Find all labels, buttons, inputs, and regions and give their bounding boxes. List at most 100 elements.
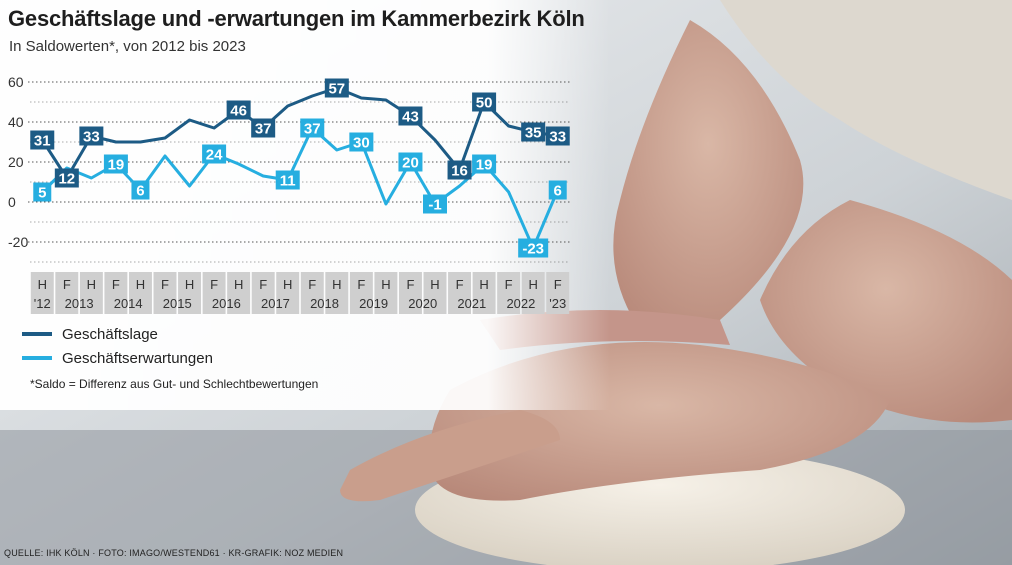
data-label: 11 xyxy=(275,170,300,190)
data-label-text: 12 xyxy=(58,171,75,188)
x-axis-cell xyxy=(202,272,226,314)
data-label-text: 43 xyxy=(402,109,419,126)
y-tick-label: -20 xyxy=(8,234,28,250)
x-tick-year-label: 2020 xyxy=(408,296,437,311)
x-tick-year-label: 2021 xyxy=(457,296,486,311)
legend-label-geschaeftserwartungen: Geschäftserwartungen xyxy=(62,349,213,367)
x-axis-cell xyxy=(153,272,177,314)
y-tick-label: 60 xyxy=(8,74,24,90)
x-axis-cell xyxy=(300,272,324,314)
data-label-text: 20 xyxy=(402,155,419,172)
data-label-box xyxy=(103,154,128,174)
x-tick-half-label: F xyxy=(210,277,218,292)
data-label-text: 37 xyxy=(304,121,321,138)
data-label: 33 xyxy=(545,126,570,146)
x-tick-half-label: H xyxy=(332,277,341,292)
x-axis-cell xyxy=(178,272,202,314)
data-label: 20 xyxy=(398,152,423,172)
x-tick-half-label: F xyxy=(308,277,316,292)
data-label-box xyxy=(30,130,55,150)
data-label: 19 xyxy=(103,154,128,174)
data-label-text: 5 xyxy=(38,185,46,202)
data-label-text: 31 xyxy=(34,133,51,150)
legend-swatch-geschaeftserwartungen xyxy=(22,356,52,360)
data-labels: 31 12 33 46 37 57 43 16 50 35 33 5 19 6 24 11 37 30 20 -1 19… xyxy=(30,78,570,258)
chart-title: Geschäftslage und -erwartungen im Kammer… xyxy=(8,6,585,31)
legend-label-geschaeftslage: Geschäftslage xyxy=(62,325,158,343)
source-credit: QUELLE: IHK KÖLN · FOTO: IMAGO/WESTEND61… xyxy=(4,548,344,558)
data-label: 50 xyxy=(472,92,497,112)
x-tick-half-label: H xyxy=(528,277,537,292)
x-tick-half-label: H xyxy=(38,277,47,292)
x-tick-half-label: H xyxy=(136,277,145,292)
data-label-box xyxy=(518,238,549,258)
data-label: 31 xyxy=(30,130,55,150)
x-axis-cell xyxy=(448,272,472,314)
x-tick-half-label: F xyxy=(406,277,414,292)
data-label-box xyxy=(251,118,276,138)
data-label-box xyxy=(521,122,546,142)
data-label-box xyxy=(472,154,497,174)
x-tick-year-label: 2013 xyxy=(65,296,94,311)
data-label-box xyxy=(275,170,300,190)
x-tick-half-label: H xyxy=(185,277,194,292)
data-label-box xyxy=(226,100,251,120)
legend-item-geschaeftserwartungen: Geschäftserwartungen xyxy=(22,346,213,370)
x-tick-year-label: 2017 xyxy=(261,296,290,311)
x-tick-half-label: H xyxy=(234,277,243,292)
data-label-box xyxy=(324,78,349,98)
x-axis-cell xyxy=(104,272,128,314)
data-label-box xyxy=(472,92,497,112)
data-label-box xyxy=(79,126,104,146)
data-label-box xyxy=(54,168,79,188)
data-label: 46 xyxy=(226,100,251,120)
data-label-text: 33 xyxy=(83,129,100,146)
data-label-box xyxy=(548,180,567,200)
x-tick-half-label: F xyxy=(259,277,267,292)
x-tick-year-label: 2014 xyxy=(114,296,143,311)
x-tick-year-label: 2018 xyxy=(310,296,339,311)
legend: Geschäftslage Geschäftserwartungen xyxy=(22,322,213,370)
x-tick-half-label: F xyxy=(456,277,464,292)
x-tick-year-label: 2022 xyxy=(506,296,535,311)
data-label: 30 xyxy=(349,132,374,152)
data-label: 35 xyxy=(521,122,546,142)
data-label-text: 33 xyxy=(549,129,566,146)
x-axis-cell xyxy=(349,272,373,314)
x-axis-cell xyxy=(128,272,152,314)
data-label-text: 19 xyxy=(108,157,125,174)
x-axis-cell xyxy=(227,272,251,314)
x-tick-year-label: '12 xyxy=(34,296,51,311)
data-label-box xyxy=(398,106,423,126)
data-label-text: 11 xyxy=(280,173,296,190)
y-tick-label: 0 xyxy=(8,194,16,210)
x-tick-half-label: H xyxy=(283,277,292,292)
data-label: 37 xyxy=(251,118,276,138)
data-label: 19 xyxy=(472,154,497,174)
data-label-text: 46 xyxy=(230,103,247,120)
chart-subtitle: In Saldowerten*, von 2012 bis 2023 xyxy=(9,38,246,55)
data-label: 37 xyxy=(300,118,325,138)
data-label-box xyxy=(423,194,447,214)
x-axis-cell xyxy=(472,272,496,314)
footnote: *Saldo = Differenz aus Gut- und Schlecht… xyxy=(30,377,319,391)
data-label: 6 xyxy=(548,180,567,200)
x-axis-cell xyxy=(276,272,300,314)
x-tick-half-label: H xyxy=(381,277,390,292)
x-axis-band: H F H F H F H F H F H F H F H F H F H F H F'12 2013 2014 2015 201… xyxy=(30,272,570,314)
data-label: 12 xyxy=(54,168,79,188)
x-axis-cell xyxy=(521,272,545,314)
data-label-box xyxy=(131,180,150,200)
x-tick-half-label: H xyxy=(479,277,488,292)
x-axis-cell xyxy=(30,272,54,314)
data-label-text: -1 xyxy=(428,197,441,214)
x-axis-cell xyxy=(374,272,398,314)
series-line-geschaeftserwartungen xyxy=(40,126,560,250)
data-label: 6 xyxy=(131,180,150,200)
x-axis-cell xyxy=(325,272,349,314)
series-lines xyxy=(40,86,560,250)
x-tick-year-label: 2019 xyxy=(359,296,388,311)
x-axis-cell xyxy=(423,272,447,314)
x-axis-cell xyxy=(251,272,275,314)
